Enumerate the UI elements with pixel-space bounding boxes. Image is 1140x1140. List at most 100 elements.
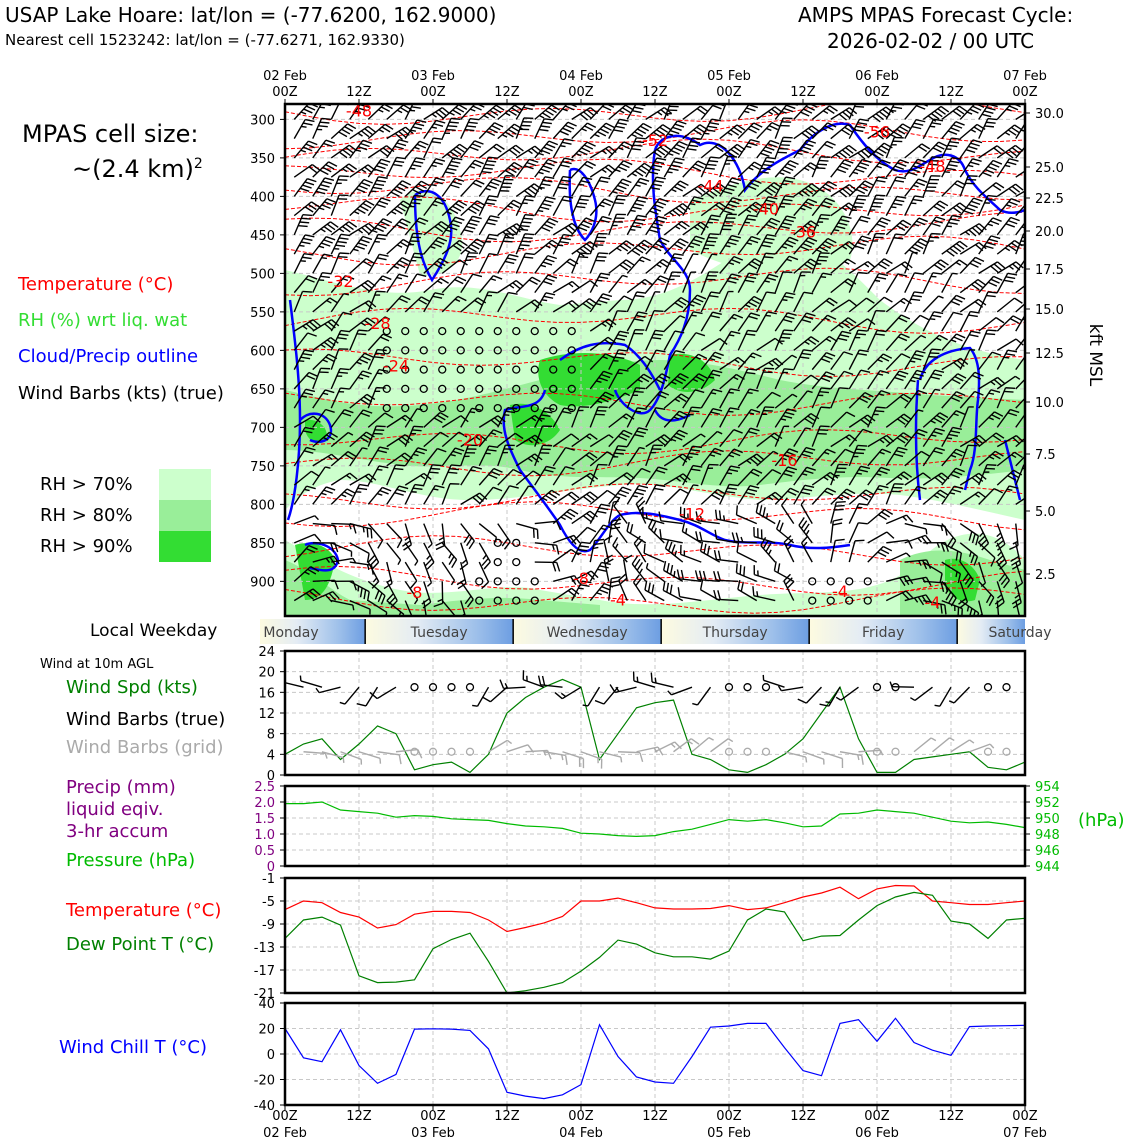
barb-flag [595,259,605,262]
barb-flag [733,146,743,153]
barb-flag [404,414,414,422]
temperature-label: -4 [610,591,626,610]
wind-barb [776,519,795,544]
barb-shaft [404,600,413,616]
barb-flag [357,146,368,151]
barb-flag [304,181,315,186]
barb-flag [865,489,875,496]
barb-flag [940,582,945,593]
barb-flag [691,199,702,204]
barb-half [641,281,647,286]
barb-half [837,496,844,501]
barb-flag [495,104,505,111]
barb-flag [605,122,615,129]
wind-barb [867,272,889,293]
rh-region [510,403,560,446]
barb-flag [746,218,756,221]
barb-flag [675,157,685,161]
barb-flag [319,169,329,176]
barb-flag [972,105,982,111]
barb-flag [657,393,667,399]
barb-flag [559,240,570,244]
barb-flag [329,556,336,566]
barb-half [438,536,445,541]
barb-flag [589,433,598,441]
barb-flag [698,353,708,360]
barb-flag [690,242,701,247]
barb-flag [737,579,741,590]
barb-flag [398,438,407,446]
calm-circle [845,577,854,586]
barb-flag [379,149,388,157]
barb-flag [981,542,989,551]
barb-flag [540,149,551,155]
date-label-top: 03 Feb [411,69,455,84]
barb-flag [878,220,889,225]
barb-flag [748,272,759,276]
legend-rh70-label: RH > 70% [40,474,133,495]
wind-barb [756,156,776,178]
wind-barb [534,176,555,197]
barb-flag [358,358,369,364]
wind-barb [996,297,1023,313]
barb-flag [364,282,373,290]
wind-barb [700,271,719,293]
barb-half [356,361,362,365]
barb-half [404,536,410,541]
barb-flag [556,562,561,572]
wind-barb [626,427,649,447]
barb-half [326,299,332,304]
barb-flag [658,511,662,521]
wind-barb [497,144,524,159]
barb-flag [359,205,369,212]
barb-flag [911,357,922,361]
barb-flag [713,589,717,600]
barb-flag [686,148,697,151]
barb-flag [393,188,403,195]
barb-flag [615,198,626,201]
cross-section-axes: 3003504004505005506006507007508008509003… [250,69,1064,590]
barb-flag [937,261,946,269]
barb-shaft [978,488,995,505]
kft-tick-label: 22.5 [1035,192,1064,207]
wind-barb [756,469,782,486]
kft-tick-label: 12.5 [1035,347,1064,362]
barb-flag [603,535,613,542]
barb-flag [412,126,423,130]
barb-flag [807,338,817,345]
barb-half [357,229,364,234]
barb-flag [762,149,773,154]
barb-flag [562,141,572,145]
barb-flag [860,465,871,470]
wind-barb [475,346,484,355]
barb-flag [1005,387,1016,390]
wind-barb [626,137,646,159]
barb-flag [542,261,553,266]
barb-shaft [756,450,774,467]
barb-flag [955,121,965,126]
barb-flag [325,356,335,362]
wind-barb [904,485,927,505]
barb-flag [986,121,996,124]
wind-barb [978,411,1004,428]
barb-flag [332,591,340,600]
wind-barb [808,596,817,605]
wind-barb [830,448,855,467]
barb-half [431,113,437,118]
wind-barb [978,450,1004,467]
wind-barb [312,139,336,159]
barb-flag [675,350,685,354]
wind-barb [682,294,707,313]
wind-barb [922,272,943,293]
barb-flag [733,126,743,134]
barb-half [905,552,911,558]
barb-flag [308,371,318,377]
wind-barb [552,104,577,120]
barb-shaft [293,415,314,428]
rh-region [295,543,335,600]
barb-flag [673,160,683,165]
barb-half [936,542,940,548]
wind-barb [700,388,723,409]
barb-flag [971,477,980,485]
wind-barb [497,279,525,294]
